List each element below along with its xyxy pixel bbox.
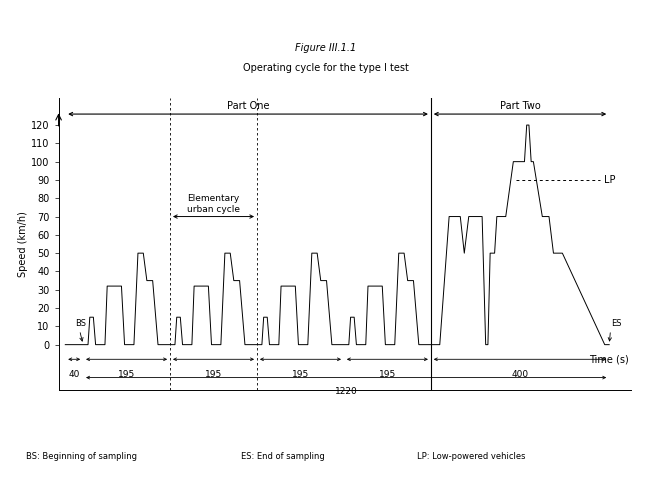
Text: 195: 195: [205, 370, 222, 379]
Text: Part Two: Part Two: [499, 102, 540, 111]
Text: Operating cycle for the type I test: Operating cycle for the type I test: [243, 63, 408, 73]
Text: ES: End of sampling: ES: End of sampling: [241, 452, 325, 461]
Text: 195: 195: [379, 370, 396, 379]
Text: Time (s): Time (s): [590, 354, 630, 364]
Text: ES: ES: [611, 319, 622, 328]
Text: 195: 195: [118, 370, 135, 379]
Text: LP: LP: [604, 175, 615, 185]
Text: Elementary
urban cycle: Elementary urban cycle: [187, 194, 240, 214]
Text: 40: 40: [68, 370, 80, 379]
Text: Figure III.1.1: Figure III.1.1: [295, 43, 356, 53]
Text: 195: 195: [292, 370, 309, 379]
Text: Part One: Part One: [227, 102, 270, 111]
Text: 400: 400: [512, 370, 529, 379]
Y-axis label: Speed (km/h): Speed (km/h): [18, 211, 28, 277]
Text: 1220: 1220: [335, 386, 357, 396]
Text: BS: BS: [75, 319, 86, 328]
Text: LP: Low-powered vehicles: LP: Low-powered vehicles: [417, 452, 525, 461]
Text: BS: Beginning of sampling: BS: Beginning of sampling: [26, 452, 137, 461]
